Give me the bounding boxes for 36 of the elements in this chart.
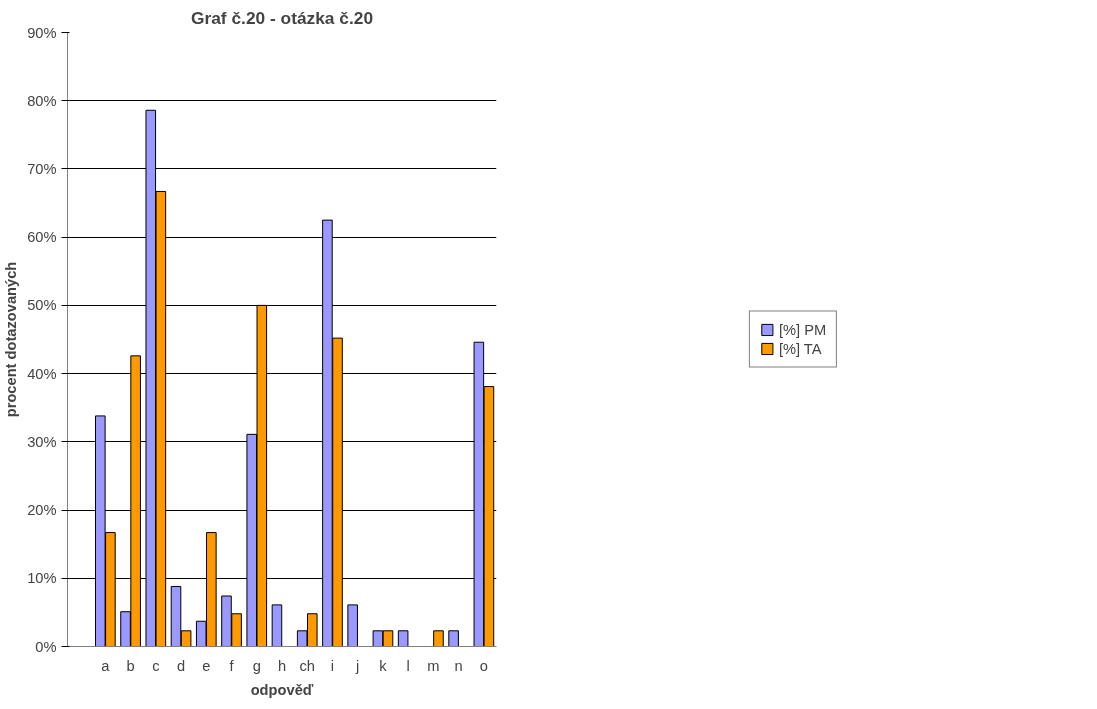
x-tick-label: b — [126, 657, 135, 674]
bar — [397, 630, 409, 647]
x-tick-label: ch — [299, 657, 315, 674]
bar — [347, 604, 358, 647]
y-tick-label: 70% — [27, 160, 57, 177]
x-tick-label: f — [229, 657, 235, 674]
chart-title: Graf č.20 - otázka č.20 — [190, 7, 374, 28]
x-tick-label: e — [202, 657, 211, 674]
legend-label: [%] PM — [778, 321, 827, 338]
x-tick-label: c — [152, 657, 160, 674]
bar — [433, 630, 444, 647]
y-tick-label: 0% — [35, 638, 57, 655]
x-axis-title: odpověď — [250, 681, 314, 698]
x-tick-label: o — [479, 657, 488, 674]
y-tick-label: 40% — [27, 365, 57, 382]
x-tick-label: j — [355, 657, 360, 674]
y-tick-label: 30% — [27, 433, 57, 450]
bar — [448, 630, 459, 647]
x-tick-label: h — [277, 657, 287, 674]
y-tick-label: 20% — [27, 502, 57, 519]
y-tick-label: 90% — [27, 24, 57, 41]
y-tick-label: 10% — [27, 570, 57, 587]
x-tick-label: d — [176, 657, 186, 674]
x-tick-label: i — [330, 657, 335, 674]
y-tick-label: 80% — [27, 92, 57, 109]
legend-label: [%] TA — [778, 340, 822, 357]
x-tick-label: g — [252, 657, 261, 674]
x-tick-label: l — [406, 657, 410, 674]
y-tick-label: 50% — [27, 297, 57, 314]
x-tick-label: k — [379, 657, 388, 674]
x-tick-label: m — [427, 657, 440, 674]
x-tick-label: n — [454, 657, 463, 674]
y-axis-title: procent dotazovaných — [3, 261, 20, 418]
y-tick-label: 60% — [27, 229, 57, 246]
bar — [271, 604, 283, 647]
x-tick-label: a — [101, 657, 111, 674]
